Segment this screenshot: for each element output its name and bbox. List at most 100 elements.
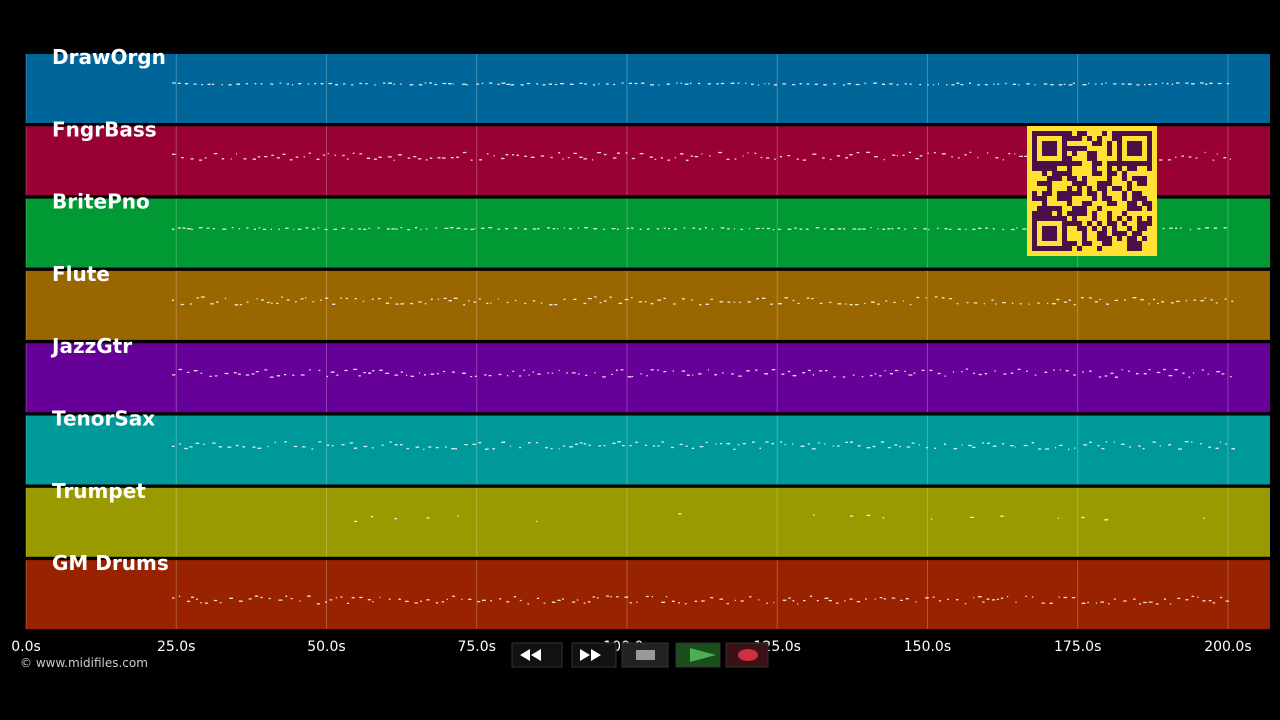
qr-cell bbox=[1142, 131, 1147, 136]
qr-cell bbox=[1127, 141, 1132, 146]
qr-cell bbox=[1122, 221, 1127, 226]
qr-cell bbox=[1067, 166, 1072, 171]
qr-cell bbox=[1077, 246, 1082, 251]
track-name: FngrBass bbox=[52, 117, 157, 141]
qr-cell bbox=[1047, 146, 1052, 151]
stop-button[interactable] bbox=[621, 642, 669, 668]
track-lane bbox=[26, 343, 1270, 413]
qr-cell bbox=[1117, 151, 1122, 156]
qr-cell bbox=[1042, 196, 1047, 201]
qr-cell bbox=[1137, 141, 1142, 146]
track-lane bbox=[26, 487, 1270, 557]
qr-cell bbox=[1092, 151, 1097, 156]
qr-cell bbox=[1062, 131, 1067, 136]
time-tick-label: 50.0s bbox=[307, 639, 345, 655]
qr-cell bbox=[1062, 216, 1067, 221]
qr-cell bbox=[1097, 231, 1102, 236]
qr-cell bbox=[1087, 156, 1092, 161]
qr-cell bbox=[1117, 146, 1122, 151]
play-button[interactable] bbox=[675, 642, 721, 668]
qr-cell bbox=[1067, 131, 1072, 136]
qr-cell bbox=[1117, 236, 1122, 241]
qr-cell bbox=[1062, 241, 1067, 246]
qr-cell bbox=[1112, 186, 1117, 191]
qr-cell bbox=[1132, 141, 1137, 146]
qr-cell bbox=[1127, 151, 1132, 156]
qr-cell bbox=[1082, 176, 1087, 181]
qr-cell bbox=[1137, 206, 1142, 211]
time-tick-label: 200.0s bbox=[1204, 639, 1251, 655]
qr-cell bbox=[1052, 141, 1057, 146]
qr-cell bbox=[1032, 226, 1037, 231]
qr-cell bbox=[1062, 196, 1067, 201]
qr-cell bbox=[1117, 136, 1122, 141]
qr-cell bbox=[1122, 171, 1127, 176]
qr-cell bbox=[1137, 131, 1142, 136]
qr-cell bbox=[1042, 151, 1047, 156]
qr-cell bbox=[1097, 171, 1102, 176]
qr-cell bbox=[1062, 156, 1067, 161]
qr-cell bbox=[1132, 246, 1137, 251]
qr-cell bbox=[1072, 211, 1077, 216]
qr-cell bbox=[1042, 226, 1047, 231]
qr-cell bbox=[1102, 131, 1107, 136]
qr-cell bbox=[1112, 136, 1117, 141]
qr-cell bbox=[1047, 206, 1052, 211]
qr-cell bbox=[1037, 216, 1042, 221]
qr-cell bbox=[1067, 146, 1072, 151]
qr-cell bbox=[1097, 161, 1102, 166]
qr-cell bbox=[1127, 201, 1132, 206]
qr-cell bbox=[1147, 141, 1152, 146]
qr-cell bbox=[1077, 131, 1082, 136]
qr-cell bbox=[1122, 231, 1127, 236]
qr-cell bbox=[1032, 151, 1037, 156]
qr-cell bbox=[1102, 236, 1107, 241]
qr-cell bbox=[1072, 206, 1077, 211]
qr-cell bbox=[1087, 241, 1092, 246]
qr-cell bbox=[1137, 246, 1142, 251]
qr-cell bbox=[1047, 176, 1052, 181]
qr-cell bbox=[1112, 201, 1117, 206]
qr-cell bbox=[1107, 151, 1112, 156]
qr-cell bbox=[1107, 211, 1112, 216]
qr-cell bbox=[1067, 171, 1072, 176]
qr-cell bbox=[1067, 221, 1072, 226]
qr-cell bbox=[1092, 216, 1097, 221]
track-name: Trumpet bbox=[52, 479, 146, 503]
rewind-button[interactable] bbox=[511, 642, 563, 668]
qr-cell bbox=[1092, 226, 1097, 231]
qr-cell bbox=[1147, 166, 1152, 171]
qr-cell bbox=[1072, 181, 1077, 186]
qr-cell bbox=[1142, 226, 1147, 231]
qr-cell bbox=[1052, 171, 1057, 176]
qr-cell bbox=[1057, 206, 1062, 211]
qr-cell bbox=[1122, 131, 1127, 136]
qr-cell bbox=[1067, 201, 1072, 206]
qr-cell bbox=[1117, 216, 1122, 221]
qr-cell bbox=[1032, 236, 1037, 241]
qr-cell bbox=[1132, 196, 1137, 201]
qr-cell bbox=[1047, 236, 1052, 241]
track-lane bbox=[26, 415, 1270, 485]
qr-cell bbox=[1037, 196, 1042, 201]
qr-cell bbox=[1032, 211, 1037, 216]
qr-cell bbox=[1042, 171, 1047, 176]
qr-cell bbox=[1037, 246, 1042, 251]
qr-cell bbox=[1042, 166, 1047, 171]
qr-cell bbox=[1042, 231, 1047, 236]
fast-forward-button[interactable] bbox=[571, 642, 617, 668]
qr-cell bbox=[1062, 151, 1067, 156]
track-name: GM Drums bbox=[52, 551, 169, 575]
qr-cell bbox=[1112, 131, 1117, 136]
qr-cell bbox=[1082, 226, 1087, 231]
qr-cell bbox=[1057, 211, 1062, 216]
qr-cell bbox=[1127, 206, 1132, 211]
record-button[interactable] bbox=[725, 642, 769, 668]
qr-cell bbox=[1147, 216, 1152, 221]
qr-cell bbox=[1132, 201, 1137, 206]
qr-cell bbox=[1107, 236, 1112, 241]
qr-cell bbox=[1132, 176, 1137, 181]
qr-cell bbox=[1122, 191, 1127, 196]
qr-cell bbox=[1132, 236, 1137, 241]
qr-cell bbox=[1047, 181, 1052, 186]
